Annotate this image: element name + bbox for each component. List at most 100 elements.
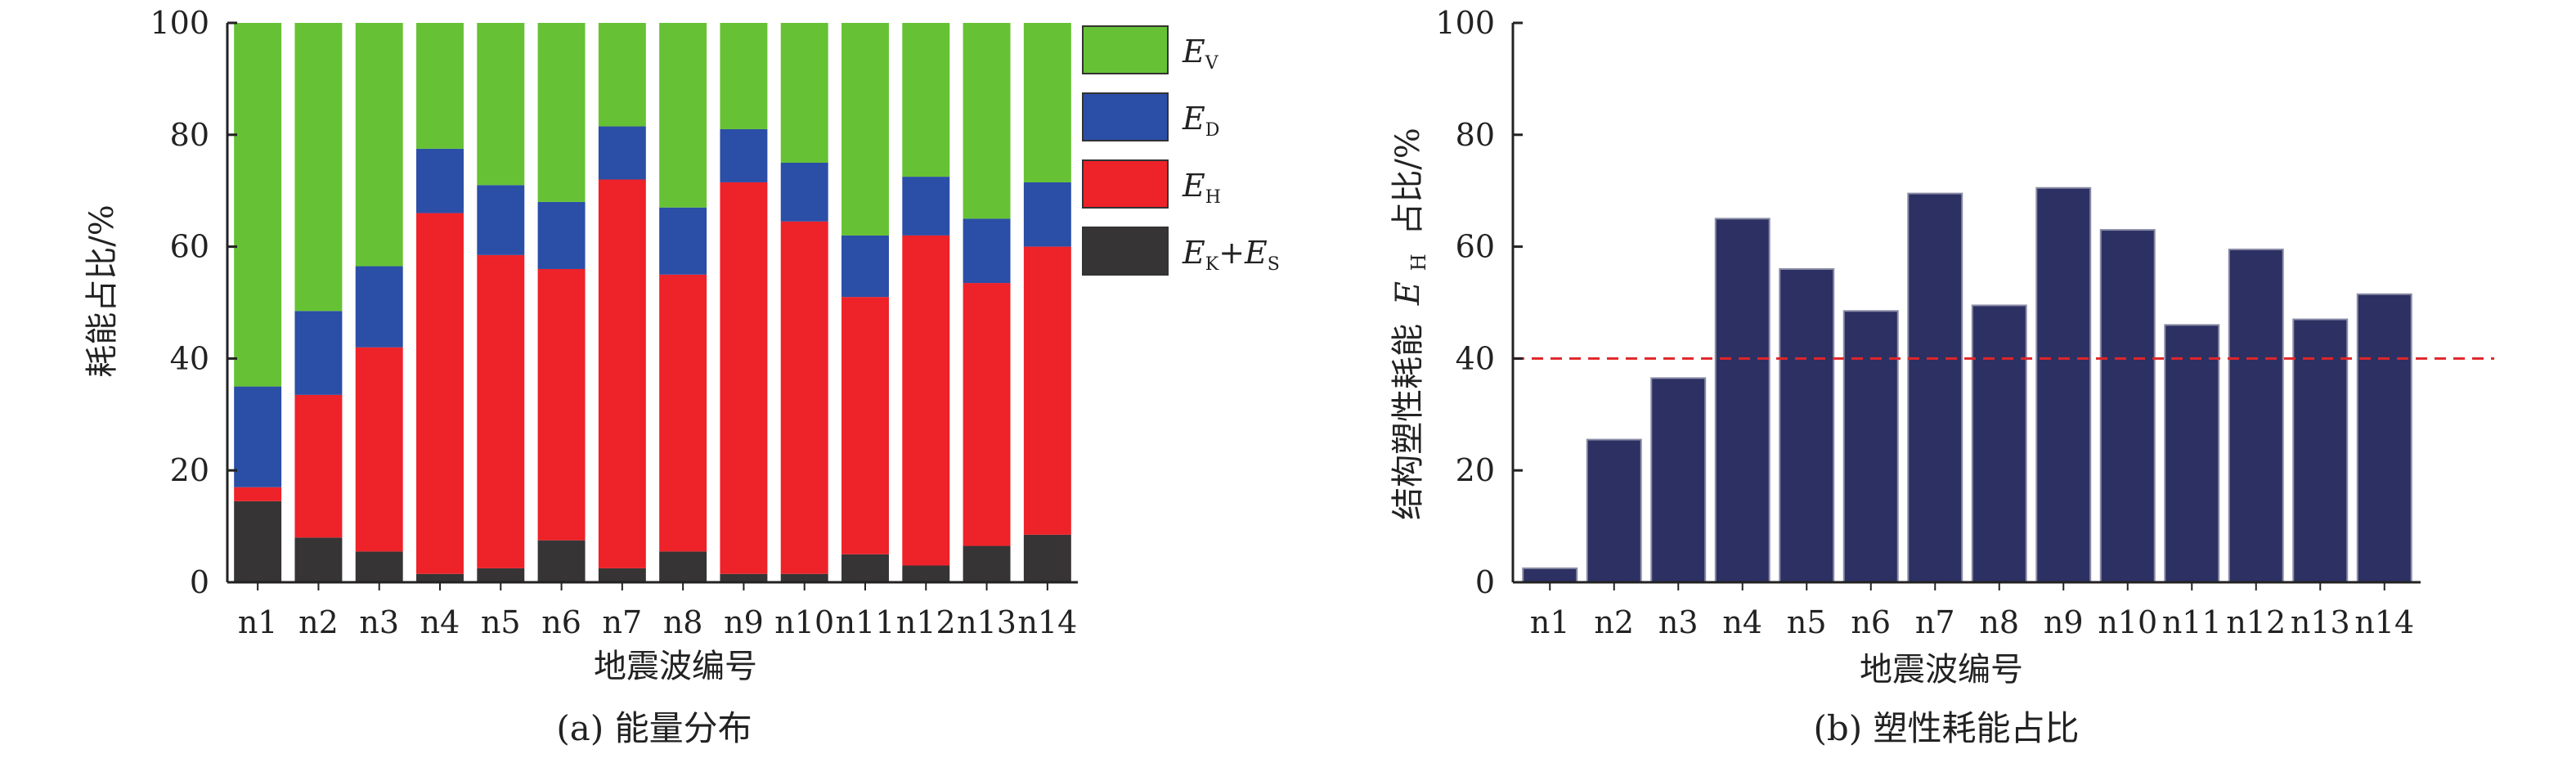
- legend-label-ed: ED: [1182, 101, 1219, 141]
- y-tick-label-b-40: 40: [1456, 340, 1495, 376]
- bar-eh-n12: [902, 235, 950, 566]
- y-tick-label-a-80: 80: [170, 117, 209, 153]
- x-tick-label-a-n9: n9: [724, 604, 764, 640]
- y-axis-title-b: 结构塑性耗能 E H 占比/%: [1389, 128, 1434, 520]
- bar-ev-n8: [659, 23, 707, 208]
- bar-ev-n11: [841, 23, 889, 236]
- bar-ev-n12: [902, 23, 950, 177]
- x-tick-label-b-n7: n7: [1915, 604, 1955, 640]
- bar-b-n3: [1650, 377, 1707, 583]
- bar-ev-n10: [780, 23, 828, 163]
- bar-b-n13: [2292, 318, 2349, 583]
- bar-ed-n13: [963, 218, 1011, 284]
- x-tick-label-a-n2: n2: [298, 604, 339, 640]
- bar-eks-n12: [902, 565, 950, 582]
- bar-b-n10: [2099, 229, 2156, 583]
- x-tick-label-b-n4: n4: [1722, 604, 1762, 640]
- bar-b-n14: [2356, 293, 2412, 583]
- bar-ev-n5: [477, 23, 525, 186]
- legend-swatch-eks: [1082, 227, 1169, 276]
- bar-ed-n4: [416, 148, 464, 213]
- axes-b: [1511, 21, 2421, 590]
- bar-eks-n6: [537, 540, 586, 582]
- bar-ed-n12: [902, 177, 950, 236]
- bar-ed-n10: [780, 163, 828, 222]
- x-tick-label-a-n14: n14: [1017, 604, 1077, 640]
- bar-b-n6: [1842, 310, 1899, 583]
- bar-eh-n10: [780, 221, 828, 574]
- bar-eh-n2: [294, 394, 343, 538]
- bar-eh-n14: [1023, 246, 1071, 535]
- bar-eh-n3: [355, 347, 403, 552]
- x-tick-label-a-n12: n12: [896, 604, 956, 640]
- bar-ev-n3: [355, 23, 403, 267]
- bar-b-n1: [1522, 567, 1578, 584]
- bar-b-n12: [2228, 249, 2284, 583]
- bar-eks-n8: [659, 551, 707, 582]
- x-tick-label-b-n11: n11: [2162, 604, 2222, 640]
- bar-b-n2: [1586, 438, 1642, 584]
- caption-a: (a) 能量分布: [556, 708, 752, 748]
- x-tick-label-b-n13: n13: [2291, 604, 2350, 640]
- y-tick-label-b-0: 0: [1475, 564, 1495, 600]
- legend-label-eh: EH: [1182, 168, 1221, 208]
- legend-label-ev: EV: [1182, 34, 1219, 74]
- x-tick-label-b-n1: n1: [1530, 604, 1570, 640]
- bar-ed-n5: [477, 185, 525, 255]
- bar-eh-n6: [537, 268, 586, 541]
- bar-eh-n4: [416, 213, 464, 574]
- caption-b: (b) 塑性耗能占比: [1813, 708, 2079, 748]
- y-tick-label-b-80: 80: [1456, 117, 1495, 153]
- legend-swatch-ed: [1082, 92, 1169, 141]
- y-tick-labels-a: 0 20 40 60 80 100: [150, 5, 209, 600]
- bar-b-n11: [2164, 324, 2220, 583]
- x-tick-label-a-n1: n1: [238, 604, 278, 640]
- x-tick-label-a-n7: n7: [603, 604, 643, 640]
- y-axis-title-a: 耗能占比/%: [83, 204, 121, 377]
- bar-ed-n2: [294, 311, 343, 395]
- y-tick-label-a-60: 60: [170, 229, 209, 265]
- legend-a: EV ED EH EK+ES: [1082, 25, 1280, 276]
- bar-ed-n6: [537, 201, 586, 269]
- bar-eks-n4: [416, 573, 464, 582]
- x-tick-label-a-n4: n4: [420, 604, 460, 640]
- bar-ev-n1: [234, 23, 282, 387]
- y-title-b-sub: H: [1407, 254, 1430, 271]
- bar-b-n9: [2035, 186, 2092, 583]
- x-tick-label-a-n11: n11: [836, 604, 895, 640]
- x-tick-labels-a: n1 n2 n3 n4 n5 n6 n7 n8 n9 n10 n11 n12 n13 n14: [238, 604, 1077, 640]
- bar-ev-n6: [537, 23, 586, 202]
- y-tick-label-b-20: 20: [1456, 452, 1495, 488]
- bar-ed-n8: [659, 207, 707, 275]
- bar-eks-n2: [294, 537, 343, 582]
- bar-b-n7: [1907, 192, 1963, 583]
- bar-eks-n1: [234, 500, 282, 582]
- x-tick-label-a-n5: n5: [481, 604, 521, 640]
- x-tick-labels-b: n1 n2 n3 n4 n5 n6 n7 n8 n9 n10 n11 n12 n13 n14: [1530, 604, 2414, 640]
- bar-ev-n14: [1023, 23, 1071, 182]
- bar-ev-n2: [294, 23, 343, 312]
- bar-eks-n10: [780, 573, 828, 582]
- bar-ev-n13: [963, 23, 1011, 219]
- x-tick-label-a-n10: n10: [774, 604, 834, 640]
- legend-swatch-eh: [1082, 159, 1169, 209]
- bar-eh-n11: [841, 297, 889, 554]
- bar-eh-n13: [963, 283, 1011, 546]
- bar-ed-n11: [841, 235, 889, 298]
- energy-distribution-chart: 0 20 40 60 80 100 n1 n2 n3 n4 n5 n6 n7 n8 n9 n10 n11 n12…: [83, 5, 1280, 748]
- x-tick-label-b-n5: n5: [1787, 604, 1827, 640]
- bar-eks-n14: [1023, 534, 1071, 582]
- bar-b-n4: [1714, 218, 1770, 583]
- y-title-b-main: E: [1389, 281, 1427, 306]
- bar-ed-n7: [598, 126, 646, 180]
- bar-eks-n5: [477, 568, 525, 582]
- x-tick-label-a-n3: n3: [359, 604, 399, 640]
- y-tick-label-a-100: 100: [150, 5, 209, 41]
- bar-eks-n11: [841, 554, 889, 582]
- x-tick-label-a-n8: n8: [663, 604, 703, 640]
- bar-ed-n14: [1023, 182, 1071, 247]
- bars-b: [1522, 186, 2412, 584]
- x-tick-label-b-n2: n2: [1594, 604, 1634, 640]
- x-tick-label-b-n10: n10: [2098, 604, 2157, 640]
